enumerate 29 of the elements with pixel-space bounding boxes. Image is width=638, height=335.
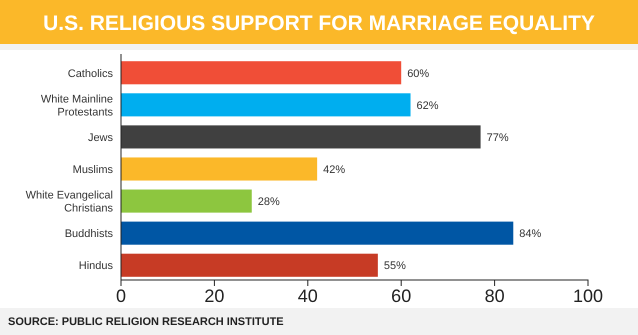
- data-label: 55%: [384, 260, 406, 272]
- bar: [121, 93, 411, 116]
- chart-title: U.S. RELIGIOUS SUPPORT FOR MARRIAGE EQUALITY: [43, 12, 595, 35]
- y-tick-label: Jews: [88, 132, 114, 144]
- y-tick-label: Buddhists: [64, 228, 114, 240]
- bar: [121, 157, 318, 181]
- y-tick-label: White Evangelical Christians: [26, 190, 114, 215]
- y-tick-label: Muslims: [72, 164, 114, 176]
- x-tick-label: 0: [116, 286, 126, 306]
- y-tick-label: White Mainline Protestants: [40, 93, 114, 118]
- data-label: 77%: [486, 132, 509, 144]
- data-label: 28%: [258, 196, 280, 208]
- x-tick-label: 40: [298, 286, 318, 306]
- y-tick-label: Catholics: [68, 68, 114, 80]
- bar: [121, 61, 402, 84]
- bar: [121, 254, 378, 277]
- data-label: 42%: [323, 164, 346, 176]
- bar: [121, 125, 481, 148]
- data-label: 62%: [416, 100, 439, 112]
- bar: [121, 190, 252, 213]
- x-tick-label: 80: [484, 286, 505, 306]
- x-tick-label: 20: [204, 286, 224, 306]
- bar: [121, 222, 514, 245]
- x-tick-label: 100: [572, 286, 604, 306]
- data-label: 84%: [519, 228, 542, 240]
- x-tick-label: 60: [391, 286, 412, 306]
- y-tick-label: Hindus: [78, 260, 114, 272]
- data-label: 60%: [407, 68, 430, 80]
- source-note: SOURCE: PUBLIC RELIGION RESEARCH INSTITUTE: [8, 316, 284, 328]
